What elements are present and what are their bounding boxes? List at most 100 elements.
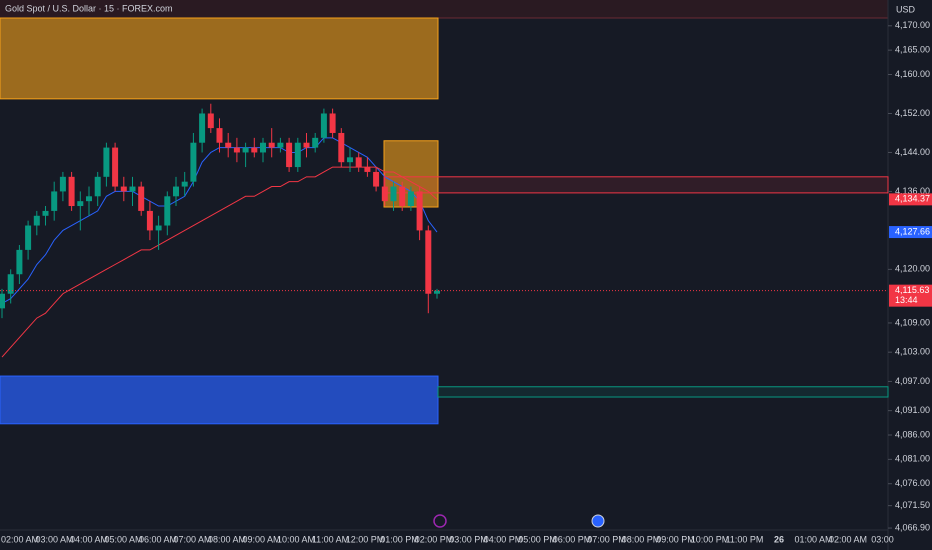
x-tick-label: 11:00 AM bbox=[312, 534, 349, 544]
candle-body bbox=[190, 142, 197, 182]
candle-body bbox=[434, 290, 440, 294]
x-tick-label: 02:00 AM bbox=[1, 534, 39, 544]
candle-body bbox=[164, 196, 171, 226]
candle-body bbox=[260, 142, 266, 153]
candle-body bbox=[0, 293, 5, 309]
candle-body bbox=[329, 113, 336, 133]
x-tick-label: 06:00 PM bbox=[553, 534, 592, 544]
y-tick-label: 4,076.00 bbox=[895, 478, 930, 488]
x-tick-label: 05:00 PM bbox=[518, 534, 557, 544]
candle-body bbox=[338, 132, 345, 163]
candle-body bbox=[138, 186, 145, 211]
candle-body bbox=[25, 225, 32, 250]
y-tick-label: 4,120.00 bbox=[895, 264, 930, 274]
zone bbox=[437, 386, 889, 398]
event-icon[interactable] bbox=[433, 514, 447, 528]
flag-icon[interactable] bbox=[591, 514, 605, 528]
candle-body bbox=[277, 142, 284, 148]
x-tick-label: 03:00 bbox=[871, 534, 894, 544]
y-tick-label: 4,097.00 bbox=[895, 376, 930, 386]
y-tick-label: 4,071.50 bbox=[895, 500, 930, 510]
candle-body bbox=[416, 191, 423, 231]
candle-body bbox=[199, 113, 206, 143]
y-tick-label: 4,086.00 bbox=[895, 429, 930, 439]
candle-body bbox=[347, 157, 353, 163]
y-tick-label: 4,103.00 bbox=[895, 347, 930, 357]
zone bbox=[0, 17, 439, 100]
x-tick-label: 01:00 AM bbox=[794, 534, 832, 544]
price-label: 4,115.63 bbox=[895, 285, 929, 295]
candle-body bbox=[216, 128, 223, 143]
x-tick-label: 06:00 AM bbox=[139, 534, 177, 544]
candle-body bbox=[407, 191, 414, 207]
x-tick-label: 11:00 PM bbox=[726, 534, 764, 544]
candle-body bbox=[33, 215, 40, 226]
candle-body bbox=[181, 181, 188, 187]
x-tick-label: 07:00 PM bbox=[587, 534, 626, 544]
candle-body bbox=[390, 186, 397, 202]
candle-body bbox=[146, 210, 153, 231]
plot bbox=[0, 17, 889, 425]
candle-body bbox=[207, 113, 214, 129]
candle-body bbox=[155, 225, 162, 231]
y-tick-label: 4,136.00 bbox=[895, 186, 930, 196]
candle-body bbox=[59, 176, 66, 192]
y-tick-label: 4,170.00 bbox=[895, 20, 930, 30]
x-tick-label: 09:00 AM bbox=[242, 534, 280, 544]
x-tick-label: 02:00 AM bbox=[829, 534, 867, 544]
candle-body bbox=[320, 113, 327, 138]
candle-body bbox=[77, 201, 84, 207]
candle-body bbox=[173, 186, 179, 197]
candle-body bbox=[381, 186, 388, 202]
x-tick-label: 04:00 AM bbox=[70, 534, 108, 544]
y-tick-label: 4,152.00 bbox=[895, 108, 930, 118]
candle-body bbox=[94, 176, 101, 197]
x-tick-label: 02:00 PM bbox=[415, 534, 454, 544]
x-tick-label: 01:00 PM bbox=[380, 534, 419, 544]
y-tick-label: 4,091.00 bbox=[895, 405, 930, 415]
x-tick-label: 04:00 PM bbox=[484, 534, 523, 544]
title-bar bbox=[0, 0, 888, 18]
y-tick-label: 4,144.00 bbox=[895, 147, 930, 157]
price-label-box bbox=[889, 226, 932, 239]
candle-body bbox=[242, 147, 249, 153]
x-tick-label: 03:00 PM bbox=[449, 534, 488, 544]
price-label-box bbox=[889, 193, 932, 206]
zone bbox=[0, 375, 439, 425]
zone bbox=[383, 176, 889, 194]
countdown: 13:44 bbox=[895, 295, 918, 305]
x-tick-label: 09:00 PM bbox=[656, 534, 695, 544]
moving-average bbox=[1, 166, 438, 358]
y-tick-label: 4,066.90 bbox=[895, 522, 930, 532]
candle-body bbox=[364, 167, 371, 172]
candle-body bbox=[120, 186, 127, 192]
x-tick-label: 08:00 PM bbox=[622, 534, 661, 544]
candle-body bbox=[86, 196, 92, 202]
candle-body bbox=[129, 186, 136, 192]
candle-body bbox=[425, 230, 432, 294]
x-tick-label: 08:00 AM bbox=[208, 534, 246, 544]
candle-body bbox=[233, 147, 240, 153]
candle-body bbox=[103, 147, 110, 177]
chart-title: Gold Spot / U.S. Dollar · 15 · FOREX.com bbox=[5, 3, 173, 13]
x-tick-label: 12:00 PM bbox=[346, 534, 385, 544]
candle-body bbox=[399, 186, 406, 207]
x-tick-label: 10:00 AM bbox=[277, 534, 315, 544]
candle-body bbox=[286, 142, 293, 168]
candle-body bbox=[112, 147, 119, 187]
x-tick-label: 26 bbox=[774, 534, 784, 544]
candle-body bbox=[355, 157, 362, 168]
price-label-box bbox=[889, 284, 932, 307]
candle-body bbox=[268, 142, 275, 148]
price-label: 4,127.66 bbox=[895, 226, 930, 236]
candle-body bbox=[16, 249, 23, 275]
candle-body bbox=[7, 274, 14, 294]
candle-body bbox=[51, 191, 58, 211]
currency: USD bbox=[896, 4, 916, 14]
x-tick-label: 05:00 AM bbox=[104, 534, 142, 544]
price-label: 4,134.37 bbox=[895, 194, 930, 204]
candle-body bbox=[68, 176, 75, 207]
y-tick-label: 4,160.00 bbox=[895, 69, 930, 79]
candle-body bbox=[42, 210, 49, 216]
